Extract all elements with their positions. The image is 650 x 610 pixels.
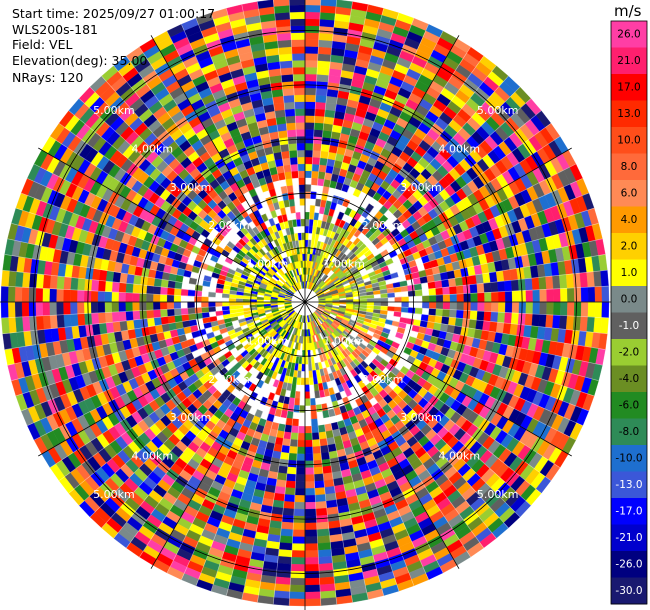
colorbar-tick-label: 26.0 — [617, 28, 640, 40]
colorbar-tick-label: -8.0 — [619, 426, 640, 438]
colorbar-tick-label: 8.0 — [621, 161, 638, 173]
colorbar-tick-label: -26.0 — [615, 558, 642, 570]
colorbar-tick-label: 0.0 — [621, 293, 638, 305]
colorbar-tick-label: 17.0 — [617, 81, 640, 93]
colorbar-tick-label: -1.0 — [619, 320, 640, 332]
colorbar-tick-label: -2.0 — [619, 346, 640, 358]
velocity-gate — [322, 274, 329, 282]
colorbar-tick-label: -10.0 — [615, 452, 642, 464]
colorbar-tick-label: 1.0 — [621, 267, 638, 279]
colorbar-tick-label: 6.0 — [621, 187, 638, 199]
colorbar-tick-label: -13.0 — [615, 479, 642, 491]
colorbar-tick-label: -30.0 — [615, 585, 642, 597]
colorbar-tick-label: 2.0 — [621, 240, 638, 252]
colorbar-tick-label: -17.0 — [615, 505, 642, 517]
colorbar-tick-label: 21.0 — [617, 55, 640, 67]
colorbar-tick-label: 13.0 — [617, 108, 640, 120]
colorbar-tick-label: -4.0 — [619, 373, 640, 385]
colorbar-unit-label: m/s — [614, 2, 642, 20]
colorbar-tick-label: 10.0 — [617, 134, 640, 146]
colorbar-tick-label: -6.0 — [619, 399, 640, 411]
colorbar-tick-label: 4.0 — [621, 214, 638, 226]
colorbar-tick-label: -21.0 — [615, 532, 642, 544]
